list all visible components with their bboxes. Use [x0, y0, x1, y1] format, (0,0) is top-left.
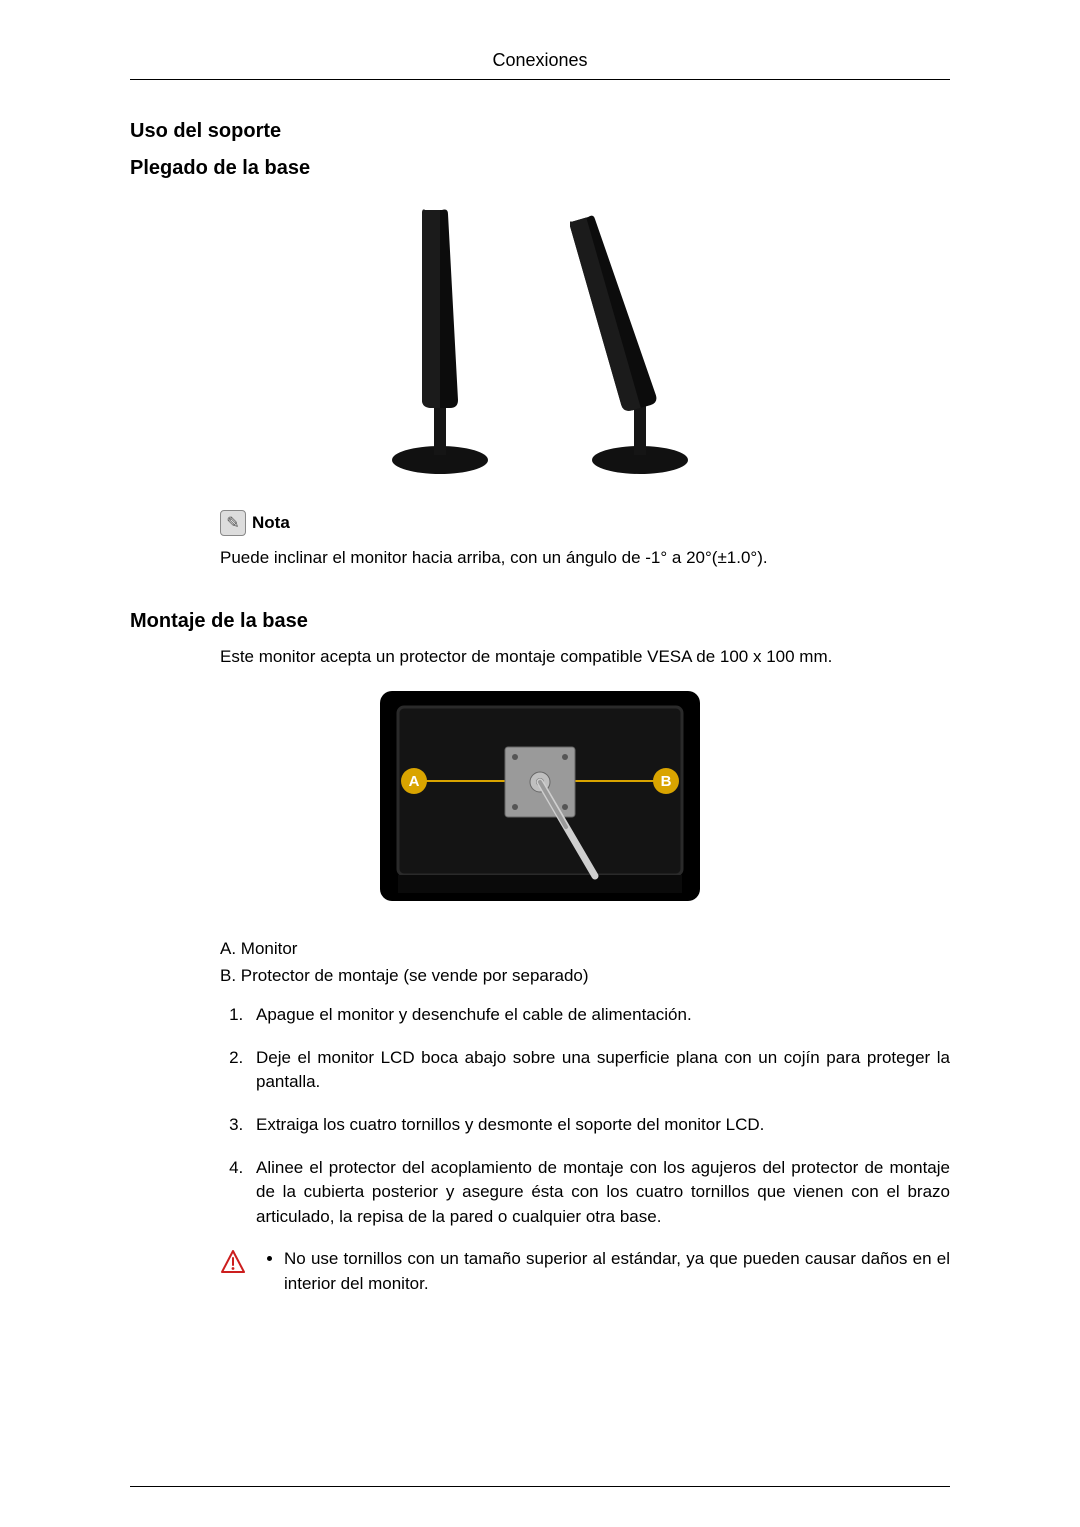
- section-uso-del-soporte: Uso del soporte: [130, 120, 950, 143]
- legend-a: A. Monitor: [220, 935, 950, 962]
- page: Conexiones Uso del soporte Plegado de la…: [0, 0, 1080, 1527]
- note-label: Nota: [252, 513, 290, 533]
- step-2: Deje el monitor LCD boca abajo sobre una…: [248, 1046, 950, 1095]
- figure-vesa: A B: [130, 681, 950, 911]
- bottom-rule: [130, 1486, 950, 1487]
- legend-b: B. Protector de montaje (se vende por se…: [220, 962, 950, 989]
- section-plegado-base: Plegado de la base: [130, 157, 950, 180]
- note-icon: ✎: [220, 510, 246, 536]
- figure-tilt: [130, 200, 950, 480]
- vesa-mount-illustration: A B: [370, 681, 710, 911]
- steps-list: Apague el monitor y desenchufe el cable …: [220, 1003, 950, 1229]
- badge-b-label: B: [661, 773, 672, 790]
- section-montaje-base: Montaje de la base: [130, 610, 950, 633]
- top-rule: [130, 79, 950, 80]
- badge-a-label: A: [409, 773, 420, 790]
- legend: A. Monitor B. Protector de montaje (se v…: [220, 935, 950, 989]
- monitor-tilted-icon: [570, 200, 710, 480]
- warning-list: No use tornillos con un tamaño superior …: [264, 1247, 950, 1296]
- monitor-upright-icon: [370, 200, 510, 480]
- warning-row: No use tornillos con un tamaño superior …: [220, 1247, 950, 1296]
- step-4: Alinee el protector del acoplamiento de …: [248, 1156, 950, 1230]
- step-1: Apague el monitor y desenchufe el cable …: [248, 1003, 950, 1028]
- mount-intro: Este monitor acepta un protector de mont…: [220, 645, 950, 669]
- note-row: ✎ Nota: [220, 510, 950, 536]
- warning-item-1: No use tornillos con un tamaño superior …: [284, 1247, 950, 1296]
- step-3: Extraiga los cuatro tornillos y desmonte…: [248, 1113, 950, 1138]
- note-text: Puede inclinar el monitor hacia arriba, …: [220, 546, 950, 570]
- page-header: Conexiones: [130, 50, 950, 71]
- warning-icon: [220, 1249, 246, 1275]
